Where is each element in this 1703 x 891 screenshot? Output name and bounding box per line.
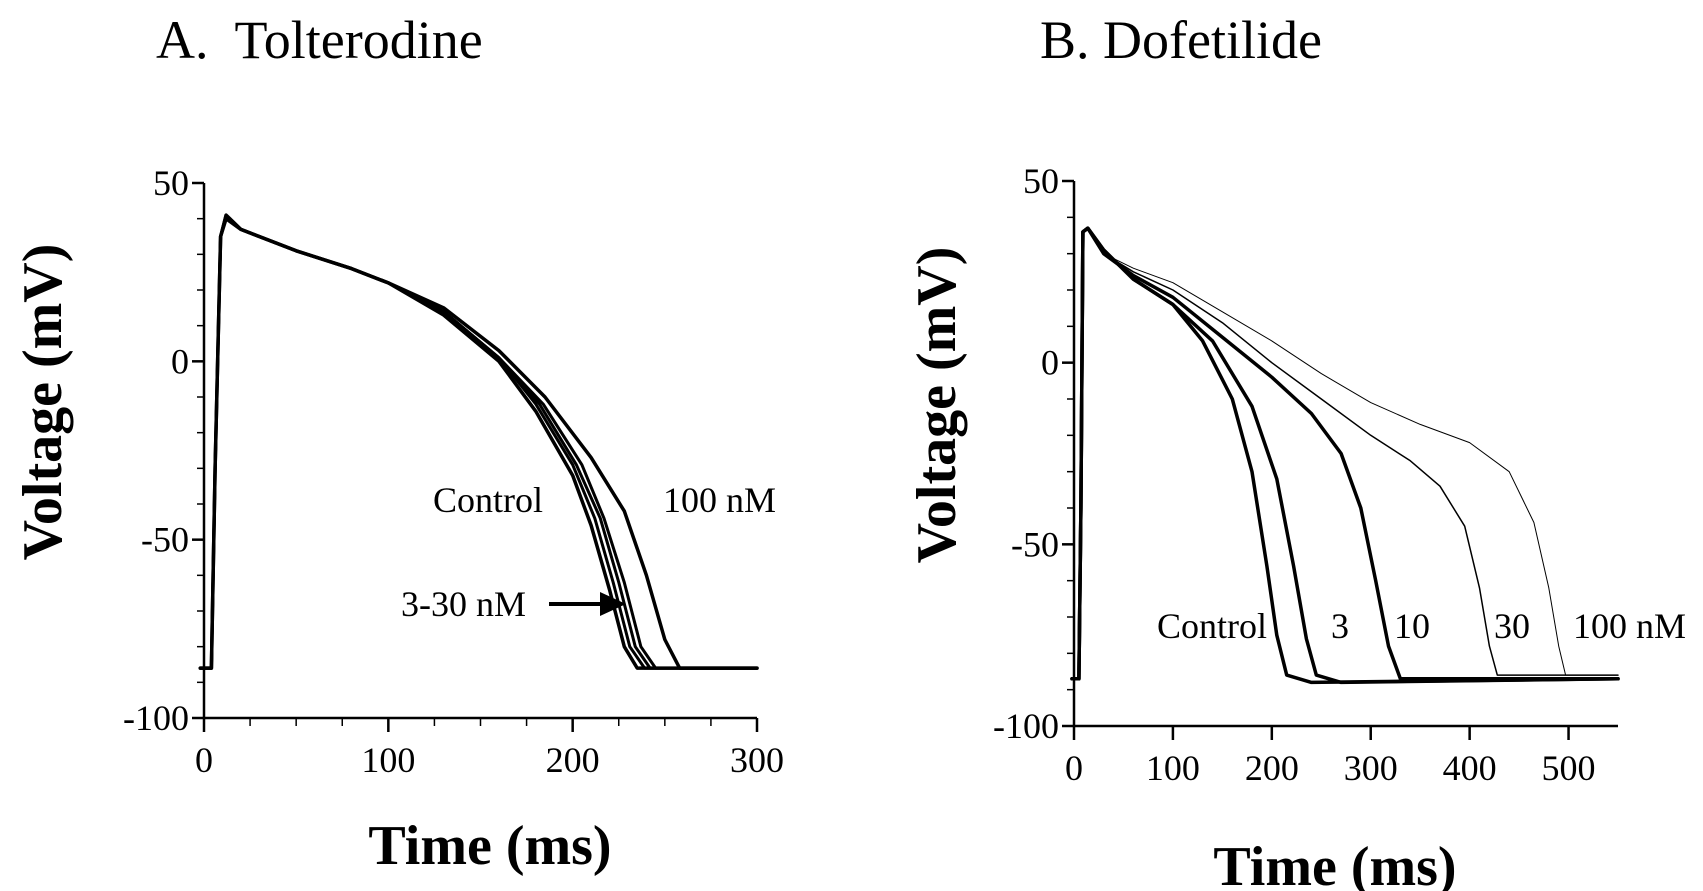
- panel-a-x-tick-label: 0: [195, 740, 213, 780]
- panel-b-x-tick-label: 300: [1344, 748, 1398, 788]
- panel-b-x-axis-title: Time (ms): [1213, 836, 1456, 891]
- panel-b-trace-5: [1071, 227, 1619, 680]
- panel-b-traces: [1070, 226, 1620, 685]
- annotation-arrow: [549, 592, 626, 616]
- label-100nm: 100 nM: [1573, 606, 1686, 646]
- panel-a-x-tick-label: 300: [730, 740, 784, 780]
- label-30: 30: [1494, 606, 1530, 646]
- annotation-control: Control: [433, 480, 543, 520]
- panel-b-y-axis-title: Voltage (mV): [906, 247, 968, 564]
- panel-a-y-tick-label: 50: [153, 163, 189, 203]
- panel-a-y-tick-label: -100: [123, 698, 189, 738]
- panel-a-y-tick-label: -50: [141, 520, 189, 560]
- panel-b-x-tick-label: 400: [1443, 748, 1497, 788]
- label-control: Control: [1157, 606, 1267, 646]
- label-10: 10: [1394, 606, 1430, 646]
- panel-b-y-tick-label: -50: [1011, 524, 1059, 564]
- panel-b-title: B. Dofetilide: [1040, 10, 1322, 70]
- panel-a-x-tick-label: 100: [361, 740, 415, 780]
- panel-b-x-tick-label: 0: [1065, 748, 1083, 788]
- panel-b-x-tick-label: 100: [1146, 748, 1200, 788]
- panel-a-title: A. Tolterodine: [156, 10, 483, 70]
- panel-a-traces: [198, 213, 759, 670]
- panel-b-y-tick-label: -100: [993, 706, 1059, 746]
- panel-b-x-tick-label: 500: [1542, 748, 1596, 788]
- panel-a-x-tick-label: 200: [546, 740, 600, 780]
- label-3: 3: [1331, 606, 1349, 646]
- panel-b-x-tick-label: 200: [1245, 748, 1299, 788]
- panel-a-y-tick-label: 0: [171, 341, 189, 381]
- panel-a-y-axis-title: Voltage (mV): [12, 244, 74, 561]
- panel-a-x-axis-title: Time (ms): [368, 815, 611, 877]
- annotation-3-30nm: 3-30 nM: [401, 584, 526, 624]
- panel-a-trace-5: [198, 213, 759, 670]
- panel-b-y-tick-label: 50: [1023, 161, 1059, 201]
- annotation-100nm: 100 nM: [663, 480, 776, 520]
- panel-b-y-tick-label: 0: [1041, 343, 1059, 383]
